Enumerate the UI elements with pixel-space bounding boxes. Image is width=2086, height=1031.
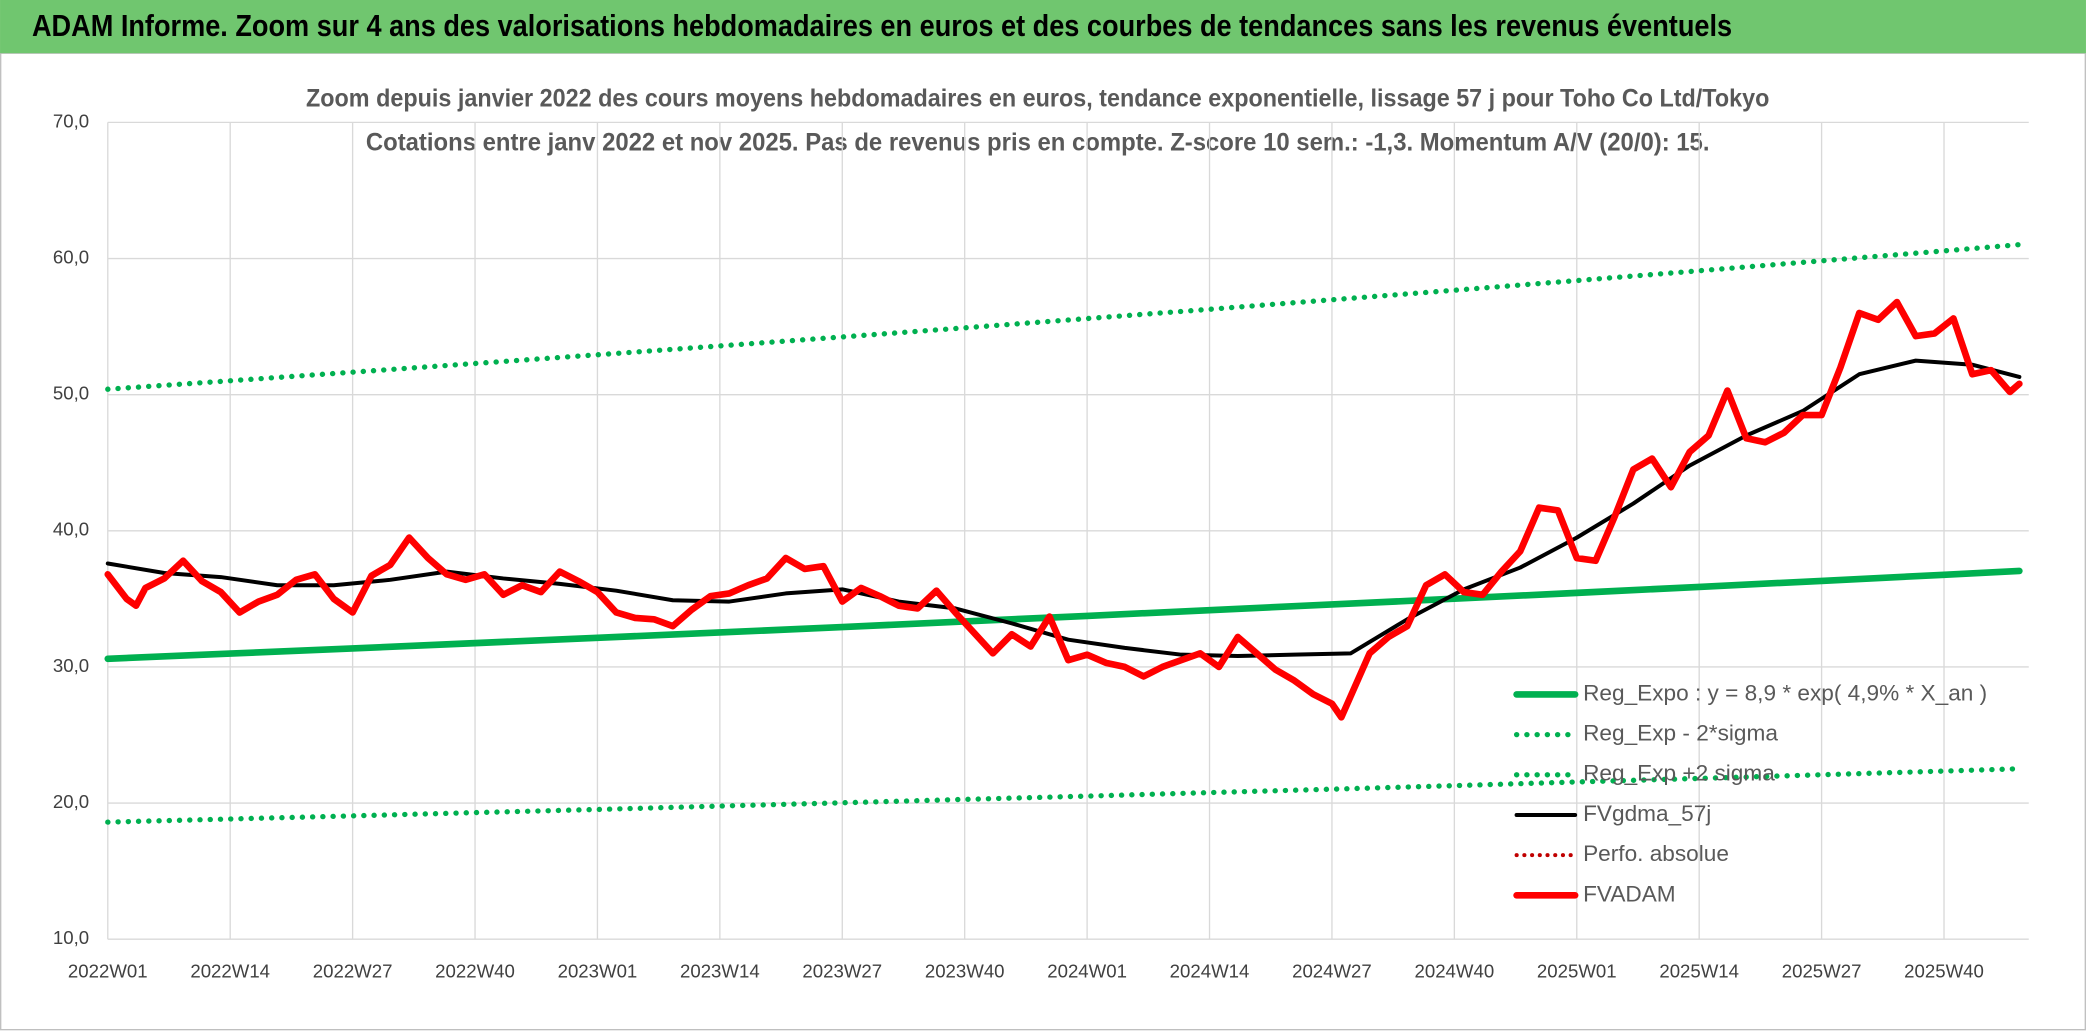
x-tick-label: 2025W27: [1782, 960, 1862, 981]
x-tick-label: 2025W14: [1659, 960, 1739, 981]
x-tick-label: 2022W27: [313, 960, 393, 981]
legend-label: FVgdma_57j: [1583, 801, 1711, 826]
series-line: [104, 298, 2023, 721]
x-tick-label: 2023W27: [802, 960, 882, 981]
x-tick-label: 2022W14: [190, 960, 270, 981]
y-tick-label: 60,0: [53, 246, 89, 267]
y-tick-label: 40,0: [53, 519, 89, 540]
x-tick-label: 2023W01: [558, 960, 638, 981]
x-tick-label: 2024W14: [1170, 960, 1250, 981]
series-line: [105, 241, 2023, 392]
x-tick-label: 2022W01: [68, 960, 148, 981]
legend-label: FVADAM: [1583, 881, 1676, 906]
series-line: [104, 567, 2023, 663]
x-tick-label: 2023W14: [680, 960, 760, 981]
y-tick-label: 10,0: [53, 927, 89, 948]
x-tick-label: 2024W40: [1415, 960, 1495, 981]
x-tick-label: 2024W27: [1292, 960, 1372, 981]
y-tick-label: 30,0: [53, 655, 89, 676]
series-line: [105, 358, 2022, 659]
y-tick-label: 70,0: [53, 110, 89, 131]
chart-subtitle: Zoom depuis janvier 2022 des cours moyen…: [306, 84, 1769, 112]
title-bar: [0, 0, 2086, 54]
x-tick-label: 2025W01: [1537, 960, 1617, 981]
x-tick-label: 2022W40: [435, 960, 515, 981]
y-tick-label: 20,0: [53, 791, 89, 812]
series-line: [105, 766, 2023, 825]
chart-title: ADAM Informe. Zoom sur 4 ans des valoris…: [32, 9, 1732, 43]
legend-label: Reg_Expo : y = 8,9 * exp( 4,9% * X_an ): [1583, 680, 1987, 705]
chart-subtitle: Cotations entre janv 2022 et nov 2025. P…: [366, 128, 1710, 156]
legend-label: Reg_Exp +2 sigma: [1583, 761, 1775, 786]
grid: [107, 121, 2029, 940]
x-tick-label: 2024W01: [1047, 960, 1127, 981]
y-tick-label: 50,0: [53, 383, 89, 404]
x-tick-label: 2023W40: [925, 960, 1005, 981]
legend-label: Perfo. absolue: [1583, 841, 1729, 866]
x-tick-label: 2025W40: [1904, 960, 1984, 981]
legend-label: Reg_Exp - 2*sigma: [1583, 721, 1778, 746]
